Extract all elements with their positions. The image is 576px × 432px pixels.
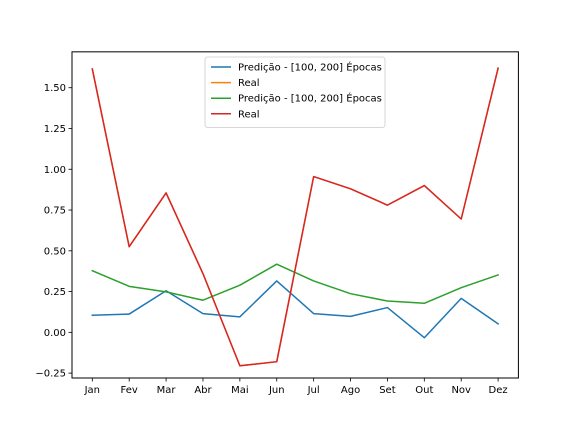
x-axis: Jan Fev Mar Abr Mai Jun Jul Ago Set Out Nov Dez bbox=[84, 378, 508, 396]
legend-label: Predição - [100, 200] Épocas bbox=[238, 92, 382, 105]
y-tick-label: −0.25 bbox=[35, 369, 66, 380]
legend-label: Real bbox=[238, 109, 260, 120]
y-axis: −0.25 0.00 0.25 0.50 0.75 1.00 1.25 1.50 bbox=[35, 83, 72, 380]
x-tick-label: Jul bbox=[307, 385, 320, 396]
series-line-1 bbox=[91, 280, 500, 339]
series-line-4 bbox=[91, 67, 500, 367]
y-tick-label: 1.50 bbox=[44, 83, 66, 94]
legend: Predição - [100, 200] Épocas Real Predição… bbox=[204, 56, 386, 128]
x-tick-label: Abr bbox=[194, 385, 212, 396]
y-tick-label: 0.25 bbox=[44, 287, 66, 298]
y-tick-label: 0.00 bbox=[44, 328, 66, 339]
x-tick-label: Jan bbox=[84, 385, 100, 396]
x-tick-label: Set bbox=[379, 385, 396, 396]
x-tick-label: Mai bbox=[231, 385, 249, 396]
plot-frame bbox=[71, 51, 519, 379]
x-tick-label: Fev bbox=[121, 385, 138, 396]
y-tick-label: 1.00 bbox=[44, 165, 66, 176]
x-tick-label: Mar bbox=[157, 385, 177, 396]
y-tick-label: 0.50 bbox=[44, 246, 66, 257]
x-tick-label: Dez bbox=[489, 385, 508, 396]
legend-label: Predição - [100, 200] Épocas bbox=[238, 61, 382, 74]
series-layer bbox=[91, 67, 500, 367]
legend-box bbox=[204, 56, 386, 128]
legend-label: Real bbox=[238, 78, 260, 89]
x-tick-label: Nov bbox=[451, 385, 471, 396]
x-tick-label: Jun bbox=[268, 385, 285, 396]
x-tick-label: Out bbox=[415, 385, 433, 396]
x-tick-label: Ago bbox=[341, 385, 360, 396]
y-tick-label: 1.25 bbox=[44, 124, 66, 135]
y-tick-label: 0.75 bbox=[44, 206, 66, 217]
